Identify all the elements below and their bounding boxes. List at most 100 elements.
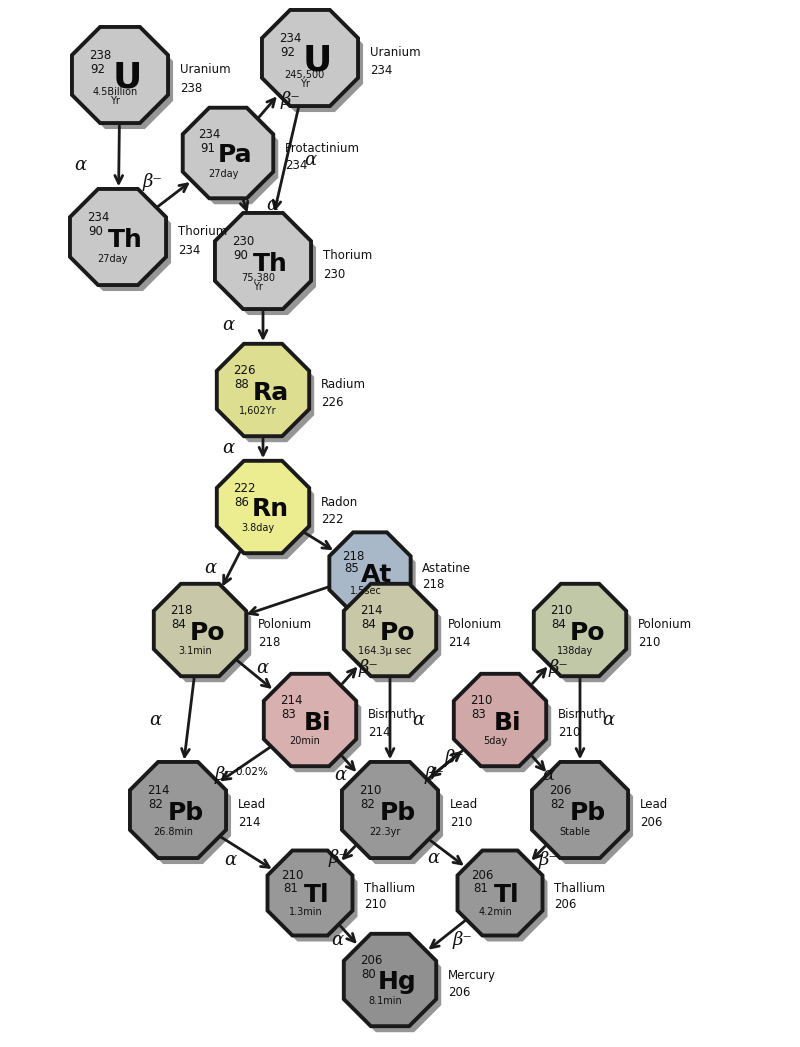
Polygon shape bbox=[159, 589, 251, 683]
Text: Thorium: Thorium bbox=[323, 249, 372, 263]
Text: 245,500
Yr: 245,500 Yr bbox=[285, 70, 325, 89]
Polygon shape bbox=[342, 762, 438, 859]
Text: 210: 210 bbox=[450, 817, 472, 829]
Text: Pb: Pb bbox=[570, 801, 606, 825]
Text: Pb: Pb bbox=[168, 801, 204, 825]
Text: Radon: Radon bbox=[321, 495, 358, 509]
Polygon shape bbox=[454, 674, 546, 766]
Text: 214: 214 bbox=[448, 636, 470, 649]
Text: 138day: 138day bbox=[557, 646, 593, 656]
Text: 82: 82 bbox=[550, 798, 566, 811]
Text: 81: 81 bbox=[474, 882, 488, 895]
Text: Radium: Radium bbox=[321, 379, 366, 392]
Text: β⁻: β⁻ bbox=[452, 931, 472, 949]
Text: 8.1min: 8.1min bbox=[368, 996, 402, 1006]
Text: 210: 210 bbox=[638, 636, 660, 649]
Text: 1.3min: 1.3min bbox=[289, 908, 322, 917]
Text: β⁻: β⁻ bbox=[215, 766, 235, 784]
Text: 3.1min: 3.1min bbox=[178, 646, 212, 656]
Text: Tl: Tl bbox=[494, 884, 520, 908]
Polygon shape bbox=[182, 108, 274, 198]
Text: α: α bbox=[204, 559, 216, 577]
Polygon shape bbox=[458, 850, 542, 936]
Polygon shape bbox=[262, 10, 358, 106]
Text: 92: 92 bbox=[90, 63, 106, 76]
Text: 84: 84 bbox=[551, 619, 566, 631]
Text: 234: 234 bbox=[370, 65, 392, 77]
Text: 226: 226 bbox=[233, 364, 255, 378]
Text: α: α bbox=[542, 766, 554, 784]
Text: 206: 206 bbox=[360, 955, 382, 967]
Polygon shape bbox=[347, 767, 443, 864]
Text: Lead: Lead bbox=[450, 798, 478, 811]
Polygon shape bbox=[349, 589, 441, 683]
Polygon shape bbox=[273, 856, 358, 941]
Text: 230: 230 bbox=[232, 235, 254, 248]
Text: 234: 234 bbox=[87, 210, 110, 224]
Text: Lead: Lead bbox=[238, 798, 266, 811]
Text: α: α bbox=[266, 196, 278, 214]
Text: 5day: 5day bbox=[483, 736, 507, 747]
Polygon shape bbox=[215, 213, 311, 309]
Text: Polonium: Polonium bbox=[448, 619, 502, 631]
Text: 222: 222 bbox=[321, 513, 343, 526]
Text: Po: Po bbox=[380, 621, 415, 645]
Polygon shape bbox=[217, 343, 309, 437]
Text: 88: 88 bbox=[234, 379, 250, 392]
Text: Tl: Tl bbox=[304, 884, 330, 908]
Polygon shape bbox=[344, 934, 436, 1026]
Text: 230: 230 bbox=[323, 267, 346, 281]
Text: α: α bbox=[149, 711, 161, 729]
Text: 222: 222 bbox=[233, 482, 255, 494]
Text: Lead: Lead bbox=[640, 798, 668, 811]
Text: 210: 210 bbox=[282, 869, 304, 882]
Text: α: α bbox=[427, 849, 439, 867]
Text: β⁻: β⁻ bbox=[538, 851, 558, 869]
Text: 4.2min: 4.2min bbox=[478, 908, 512, 917]
Text: 84: 84 bbox=[362, 619, 377, 631]
Text: Ra: Ra bbox=[252, 380, 289, 404]
Text: 210: 210 bbox=[558, 726, 580, 739]
Text: 91: 91 bbox=[200, 141, 215, 155]
Text: 81: 81 bbox=[283, 882, 298, 895]
Text: α: α bbox=[222, 439, 234, 456]
Text: 214: 214 bbox=[280, 694, 302, 708]
Text: Bi: Bi bbox=[494, 711, 522, 735]
Polygon shape bbox=[537, 767, 633, 864]
Polygon shape bbox=[222, 350, 314, 442]
Polygon shape bbox=[135, 767, 231, 864]
Polygon shape bbox=[462, 856, 547, 941]
Text: 0.02%: 0.02% bbox=[235, 767, 269, 777]
Polygon shape bbox=[267, 850, 353, 936]
Text: 206: 206 bbox=[549, 784, 571, 797]
Text: Th: Th bbox=[108, 227, 143, 251]
Polygon shape bbox=[222, 467, 314, 559]
Text: 1.5sec: 1.5sec bbox=[350, 586, 382, 597]
Text: 20min: 20min bbox=[290, 736, 321, 747]
Text: 214: 214 bbox=[147, 784, 170, 797]
Text: α: α bbox=[222, 316, 234, 334]
Text: 234: 234 bbox=[285, 159, 307, 172]
Text: 22.3yr: 22.3yr bbox=[369, 827, 401, 837]
Text: 82: 82 bbox=[361, 798, 375, 811]
Text: α: α bbox=[256, 659, 268, 677]
Polygon shape bbox=[217, 461, 309, 553]
Text: β⁻: β⁻ bbox=[280, 91, 300, 109]
Text: U: U bbox=[303, 44, 333, 77]
Text: Astatine: Astatine bbox=[422, 562, 471, 575]
Text: α: α bbox=[304, 151, 316, 169]
Polygon shape bbox=[264, 674, 356, 766]
Text: Po: Po bbox=[570, 621, 606, 645]
Text: 85: 85 bbox=[344, 562, 359, 575]
Text: 3.8day: 3.8day bbox=[242, 524, 274, 533]
Text: Bismuth: Bismuth bbox=[558, 709, 607, 721]
Text: 82: 82 bbox=[149, 798, 163, 811]
Polygon shape bbox=[534, 584, 626, 676]
Text: 226: 226 bbox=[321, 396, 343, 409]
Text: Mercury: Mercury bbox=[448, 968, 496, 981]
Text: 210: 210 bbox=[359, 784, 382, 797]
Text: α: α bbox=[602, 711, 614, 729]
Text: Hg: Hg bbox=[378, 971, 417, 995]
Polygon shape bbox=[72, 27, 168, 124]
Polygon shape bbox=[77, 32, 173, 129]
